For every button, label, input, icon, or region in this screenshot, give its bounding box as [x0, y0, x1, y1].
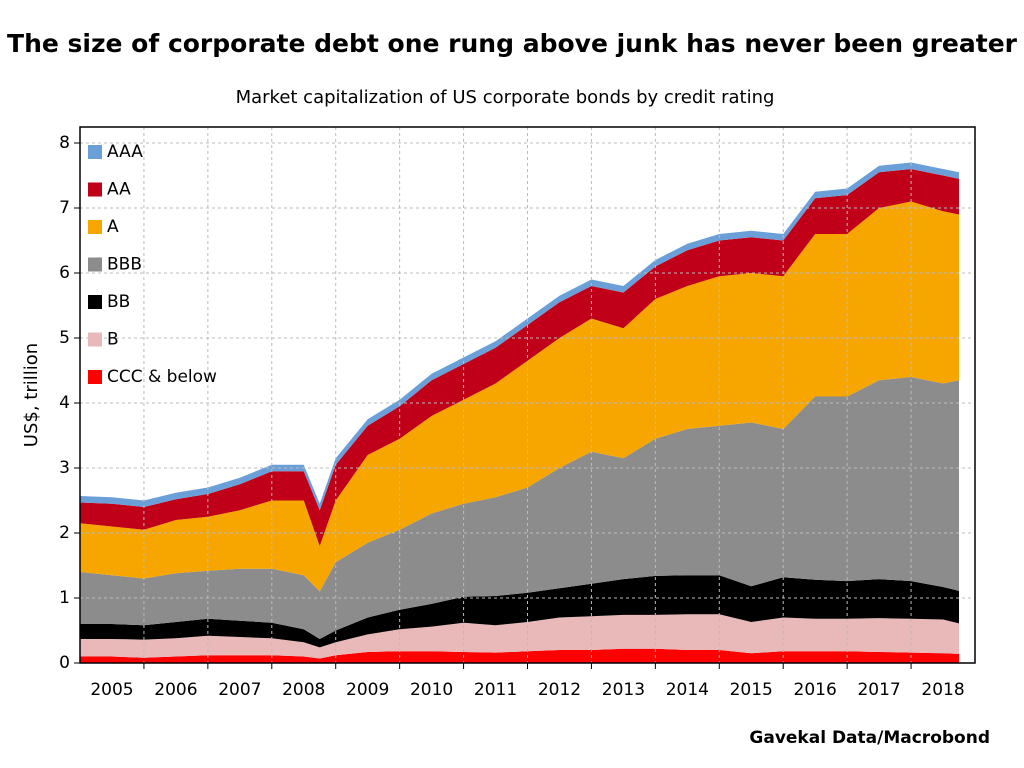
legend-swatch	[88, 257, 102, 272]
x-tick-label: 2017	[857, 680, 900, 700]
chart-title: The size of corporate debt one rung abov…	[7, 29, 1018, 58]
x-tick-label: 2010	[410, 680, 453, 700]
y-tick-label: 1	[59, 588, 70, 608]
chart-subtitle: Market capitalization of US corporate bo…	[236, 87, 775, 108]
x-tick-label: 2012	[538, 680, 581, 700]
legend-swatch	[88, 370, 102, 384]
legend-swatch	[88, 182, 102, 197]
y-tick-label: 5	[59, 328, 70, 348]
legend-label: A	[107, 217, 119, 237]
x-tick-label: 2006	[154, 680, 197, 700]
x-tick-label: 2005	[90, 680, 133, 700]
x-tick-label: 2008	[282, 680, 325, 700]
y-axis-label: US$, trillion	[21, 343, 42, 447]
area	[80, 648, 960, 663]
x-tick-label: 2009	[346, 680, 389, 700]
x-tick-label: 2013	[602, 680, 645, 700]
x-tick-label: 2015	[730, 680, 773, 700]
legend-swatch	[88, 295, 102, 309]
legend-label: BB	[107, 292, 130, 312]
y-tick-label: 4	[59, 393, 70, 413]
x-tick-label: 2011	[474, 680, 517, 700]
legend-label: CCC & below	[107, 367, 217, 387]
y-tick-label: 7	[59, 198, 70, 218]
legend-swatch	[88, 145, 102, 159]
x-tick-label: 2016	[794, 680, 837, 700]
area	[80, 377, 960, 639]
legend-swatch	[88, 332, 102, 347]
area	[80, 201, 960, 592]
x-tick-label: 2014	[666, 680, 709, 700]
x-tick-label: 2007	[218, 680, 261, 700]
source: Gavekal Data/Macrobond	[749, 728, 990, 748]
area	[80, 169, 960, 546]
area	[80, 614, 960, 659]
y-tick-label: 3	[59, 458, 70, 478]
legend-label: BBB	[107, 255, 142, 275]
y-tick-label: 6	[59, 263, 70, 283]
y-tick-label: 8	[59, 133, 70, 153]
area	[80, 575, 960, 648]
legend-label: AA	[107, 180, 131, 200]
legend-swatch	[88, 220, 102, 234]
legend-label: B	[107, 330, 119, 350]
y-tick-label: 0	[59, 653, 70, 673]
legend-label: AAA	[107, 142, 143, 162]
x-tick-label: 2018	[921, 680, 964, 700]
y-tick-label: 2	[59, 523, 70, 543]
